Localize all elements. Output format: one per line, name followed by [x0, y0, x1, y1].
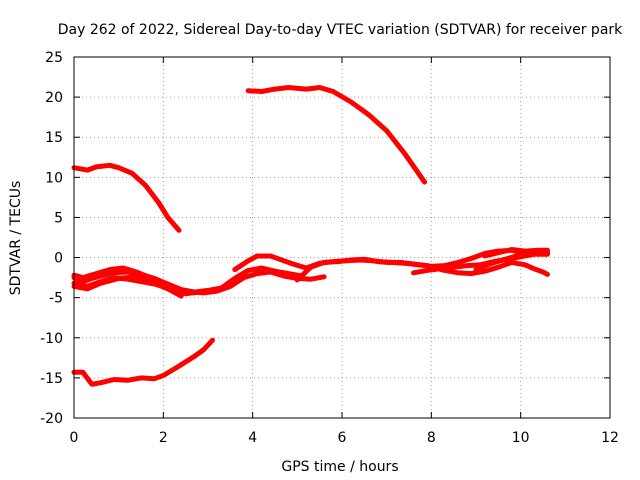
y-axis-title: SDTVAR / TECUs — [8, 181, 24, 296]
y-tick-label: -5 — [49, 291, 63, 307]
tick-labels: 0 2 4 6 8 10 12 -20 -15 -10 -5 0 5 10 15 20 25 — [40, 50, 619, 446]
series-arc-b — [245, 85, 428, 185]
x-tick-label: 2 — [159, 430, 168, 446]
chart-title: Day 262 of 2022, Sidereal Day-to-day VTE… — [58, 22, 623, 38]
y-tick-label: 20 — [45, 90, 63, 106]
y-tick-label: -15 — [40, 371, 63, 387]
x-tick-label: 8 — [427, 430, 436, 446]
grid — [74, 57, 610, 418]
y-tick-label: 0 — [54, 251, 63, 267]
x-tick-label: 10 — [512, 430, 530, 446]
y-tick-label: 5 — [54, 210, 63, 226]
y-tick-label: 25 — [45, 50, 63, 66]
x-tick-label: 4 — [248, 430, 257, 446]
series-arc-c-end — [192, 337, 215, 359]
series-band-3 — [71, 265, 202, 297]
series-band-9 — [473, 249, 546, 273]
series-group — [71, 85, 550, 387]
series-arc-c — [71, 353, 198, 387]
series-arc-a — [71, 162, 182, 233]
y-tick-label: 15 — [45, 130, 63, 146]
x-tick-label: 12 — [601, 430, 619, 446]
series-band-10 — [482, 247, 550, 259]
series-band-8 — [428, 259, 550, 277]
series-band-4 — [71, 274, 184, 299]
ticks — [73, 56, 611, 419]
y-tick-label: 10 — [45, 170, 63, 186]
x-tick-label: 0 — [70, 430, 79, 446]
x-axis-title: GPS time / hours — [281, 459, 398, 475]
y-tick-label: -20 — [40, 411, 63, 427]
x-tick-label: 6 — [338, 430, 347, 446]
y-tick-label: -10 — [40, 331, 63, 347]
